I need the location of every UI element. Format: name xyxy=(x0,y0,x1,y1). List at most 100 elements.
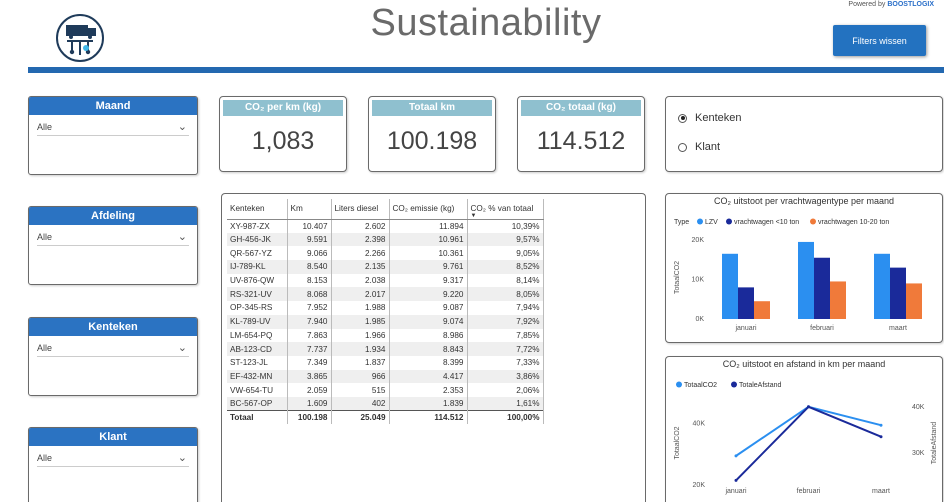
bar xyxy=(890,267,906,319)
table-row[interactable]: GH-456-JK 9.591 2.398 10.961 9,57% xyxy=(227,232,544,247)
column-header-sorted[interactable]: CO₂ % van totaal ▼ xyxy=(467,199,544,220)
y-tick-label-right: 40K xyxy=(912,404,925,411)
table-cell: 1,61% xyxy=(467,396,544,411)
table-cell: QR-567-YZ xyxy=(227,246,288,261)
legend-label: vrachtwagen 10-20 ton xyxy=(818,219,889,226)
slicer-title: Afdeling xyxy=(29,207,197,225)
y-tick-label: 0K xyxy=(695,316,704,323)
kpi-card-co2-total: CO₂ totaal (kg) 114.512 xyxy=(517,96,645,172)
table-cell: 10.361 xyxy=(389,246,468,261)
table-cell: ST-123-JL xyxy=(227,355,288,370)
data-point xyxy=(879,435,883,439)
clear-filters-button[interactable]: Filters wissen xyxy=(833,25,926,56)
table-cell: 10,39% xyxy=(467,219,544,233)
line-chart: TotaalCO2 TotaleAfstand 20K 40K 30K 40K Totaal… xyxy=(674,381,938,495)
header-divider xyxy=(28,67,944,73)
table-row[interactable]: ST-123-JL 7.349 1.837 8.399 7,33% xyxy=(227,355,544,370)
table-cell: 2.398 xyxy=(331,232,390,247)
table-cell: 7,94% xyxy=(467,301,544,315)
table-cell: 402 xyxy=(331,396,390,411)
slicer-dropdown-afdeling[interactable]: Alle ⌄ xyxy=(37,229,189,246)
table-cell: 7.863 xyxy=(287,328,332,343)
chevron-down-icon[interactable]: ⌄ xyxy=(177,121,187,133)
slicer-dropdown-kenteken[interactable]: Alle ⌄ xyxy=(37,340,189,357)
table-cell: 9.317 xyxy=(389,273,468,288)
chevron-down-icon[interactable]: ⌄ xyxy=(177,342,187,354)
table-row[interactable]: RS-321-UV 8.068 2.017 9.220 8,05% xyxy=(227,287,544,302)
table-row[interactable]: LM-654-PQ 7.863 1.966 8.986 7,85% xyxy=(227,328,544,343)
table-cell: 9.087 xyxy=(389,301,468,315)
table-cell: 1.988 xyxy=(331,301,390,315)
y-axis-label-left: TotaalCO2 xyxy=(674,426,681,459)
y-tick-label-left: 40K xyxy=(693,421,706,428)
slicer-kenteken: Kenteken Alle ⌄ xyxy=(28,317,198,396)
column-header[interactable]: CO₂ emissie (kg) xyxy=(389,199,468,220)
legend-marker xyxy=(810,218,816,225)
table-total-cell: Totaal xyxy=(227,410,288,425)
table-cell: 966 xyxy=(331,369,390,384)
emissions-table: Kenteken Km Liters diesel CO₂ emissie (k… xyxy=(227,199,544,425)
table-cell: 7.952 xyxy=(287,301,332,315)
table-row[interactable]: VW-654-TU 2.059 515 2.353 2,06% xyxy=(227,383,544,397)
powered-by-label: Powered by xyxy=(848,1,886,8)
x-tick-label: februari xyxy=(810,325,834,332)
series-line xyxy=(735,405,882,482)
table-row[interactable]: OP-345-RS 7.952 1.988 9.087 7,94% xyxy=(227,301,544,315)
bar xyxy=(798,241,814,319)
table-cell: 8.540 xyxy=(287,260,332,274)
table-row[interactable]: KL-789-UV 7.940 1.985 9.074 7,92% xyxy=(227,314,544,329)
table-row[interactable]: AB-123-CD 7.737 1.934 8.843 7,72% xyxy=(227,342,544,356)
table-row[interactable]: BC-567-OP 1.609 402 1.839 1,61% xyxy=(227,396,544,411)
column-header[interactable]: Liters diesel xyxy=(331,199,390,220)
table-cell: 3,86% xyxy=(467,369,544,384)
table-cell: 1.609 xyxy=(287,396,332,411)
table-cell: 2,06% xyxy=(467,383,544,397)
table-cell: 8.399 xyxy=(389,355,468,370)
table-total-cell: 100,00% xyxy=(467,410,544,425)
table-row[interactable]: IJ-789-KL 8.540 2.135 9.761 8,52% xyxy=(227,260,544,274)
table-cell: 8,52% xyxy=(467,260,544,274)
line-chart-panel: CO₂ uitstoot en afstand in km per maand … xyxy=(665,356,943,502)
slicer-dropdown-maand[interactable]: Alle ⌄ xyxy=(37,119,189,136)
radio-klant[interactable]: Klant xyxy=(678,141,720,153)
table-row[interactable]: XY-987-ZX 10.407 2.602 11.894 10,39% xyxy=(227,219,544,233)
table-row[interactable]: UV-876-QW 8.153 2.038 9.317 8,14% xyxy=(227,273,544,288)
page-title: Sustainability xyxy=(370,2,602,44)
table-row[interactable]: QR-567-YZ 9.066 2.266 10.361 9,05% xyxy=(227,246,544,261)
table-cell: 2.135 xyxy=(331,260,390,274)
slicer-title: Kenteken xyxy=(29,318,197,336)
legend-label: TotaalCO2 xyxy=(684,382,717,389)
column-header-label: CO₂ % van totaal xyxy=(470,204,534,214)
table-cell: 8.153 xyxy=(287,273,332,288)
table-cell: 1.985 xyxy=(331,314,390,329)
table-row[interactable]: EF-432-MN 3.865 966 4.417 3,86% xyxy=(227,369,544,384)
table-cell: 2.602 xyxy=(331,219,390,233)
y-axis-label-right: TotaleAfstand xyxy=(931,422,938,465)
data-point xyxy=(807,405,810,409)
y-tick-label: 10K xyxy=(692,276,705,283)
x-tick-label: maart xyxy=(872,488,890,495)
chevron-down-icon[interactable]: ⌄ xyxy=(177,452,187,464)
table-cell: 7,33% xyxy=(467,355,544,370)
slicer-dropdown-klant[interactable]: Alle ⌄ xyxy=(37,450,189,467)
table-cell: 2.038 xyxy=(331,273,390,288)
legend-marker xyxy=(726,218,732,225)
kpi-value: 100.198 xyxy=(386,127,478,155)
column-header[interactable]: Kenteken xyxy=(227,199,288,220)
data-point xyxy=(734,454,738,458)
table-cell: 9,57% xyxy=(467,232,544,247)
radio-selected-icon[interactable] xyxy=(678,113,687,123)
radio-unselected-icon[interactable] xyxy=(678,142,687,152)
bar xyxy=(754,301,770,319)
column-header[interactable]: Km xyxy=(287,199,332,220)
table-cell: 8.068 xyxy=(287,287,332,302)
table-cell: 7,72% xyxy=(467,342,544,356)
radio-kenteken[interactable]: Kenteken xyxy=(678,112,741,124)
table-cell: BC-567-OP xyxy=(227,396,288,411)
slicer-title: Klant xyxy=(29,428,197,446)
chevron-down-icon[interactable]: ⌄ xyxy=(177,231,187,243)
table-cell: 9.074 xyxy=(389,314,468,329)
legend-marker xyxy=(697,218,703,225)
bar-chart: Type LZV vrachtwagen <10 ton vrachtwagen 10… xyxy=(674,218,922,332)
legend-marker xyxy=(731,381,737,388)
